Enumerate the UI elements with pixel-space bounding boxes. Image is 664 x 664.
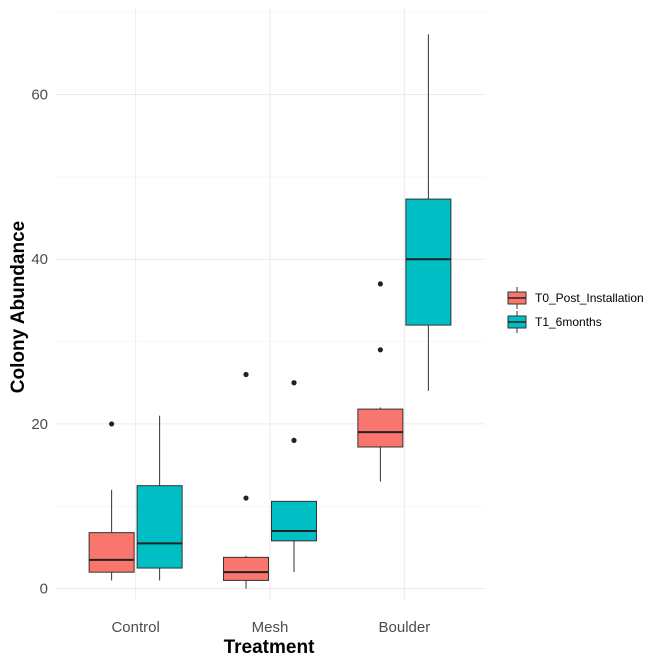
x-tick-label: Control xyxy=(111,619,159,636)
y-tick-label: 20 xyxy=(31,416,48,433)
y-axis-title: Colony Abundance xyxy=(8,221,29,393)
y-tick-label: 0 xyxy=(40,581,48,598)
legend: T0_Post_Installation T1_6months xyxy=(507,287,644,333)
y-axis-ticks: 0 20 40 60 xyxy=(31,86,48,597)
outlier-point xyxy=(109,421,115,427)
outlier-point xyxy=(291,380,297,386)
x-axis-ticks: Control Mesh Boulder xyxy=(111,619,430,636)
box-iqr xyxy=(136,485,183,569)
box-plot-area xyxy=(88,34,452,589)
x-axis-title: Treatment xyxy=(224,637,315,658)
y-tick-label: 60 xyxy=(31,86,48,103)
box-T0_Post_Installation-Boulder xyxy=(357,281,404,482)
outlier-point xyxy=(243,495,249,501)
x-tick-label: Boulder xyxy=(379,619,431,636)
box-iqr xyxy=(88,532,135,573)
box-iqr xyxy=(405,198,452,326)
y-tick-label: 40 xyxy=(31,251,48,268)
x-tick-label: Mesh xyxy=(252,619,289,636)
outlier-point xyxy=(291,437,297,443)
box-T1_6months-Control xyxy=(136,415,183,581)
grid-lines xyxy=(55,8,485,601)
box-iqr xyxy=(271,500,317,542)
outlier-point xyxy=(243,371,249,378)
outlier-point xyxy=(377,281,383,287)
box-T0_Post_Installation-Control xyxy=(88,421,135,581)
box-iqr xyxy=(357,408,404,448)
box-T1_6months-Boulder xyxy=(405,34,452,391)
legend-label: T0_Post_Installation xyxy=(535,291,644,305)
outlier-point xyxy=(377,347,383,353)
legend-label: T1_6months xyxy=(535,315,602,329)
box-iqr xyxy=(223,556,269,581)
box-T0_Post_Installation-Mesh xyxy=(223,371,269,589)
legend-item: T0_Post_Installation xyxy=(507,287,644,309)
legend-item: T1_6months xyxy=(507,311,602,333)
box-T1_6months-Mesh xyxy=(271,380,317,573)
